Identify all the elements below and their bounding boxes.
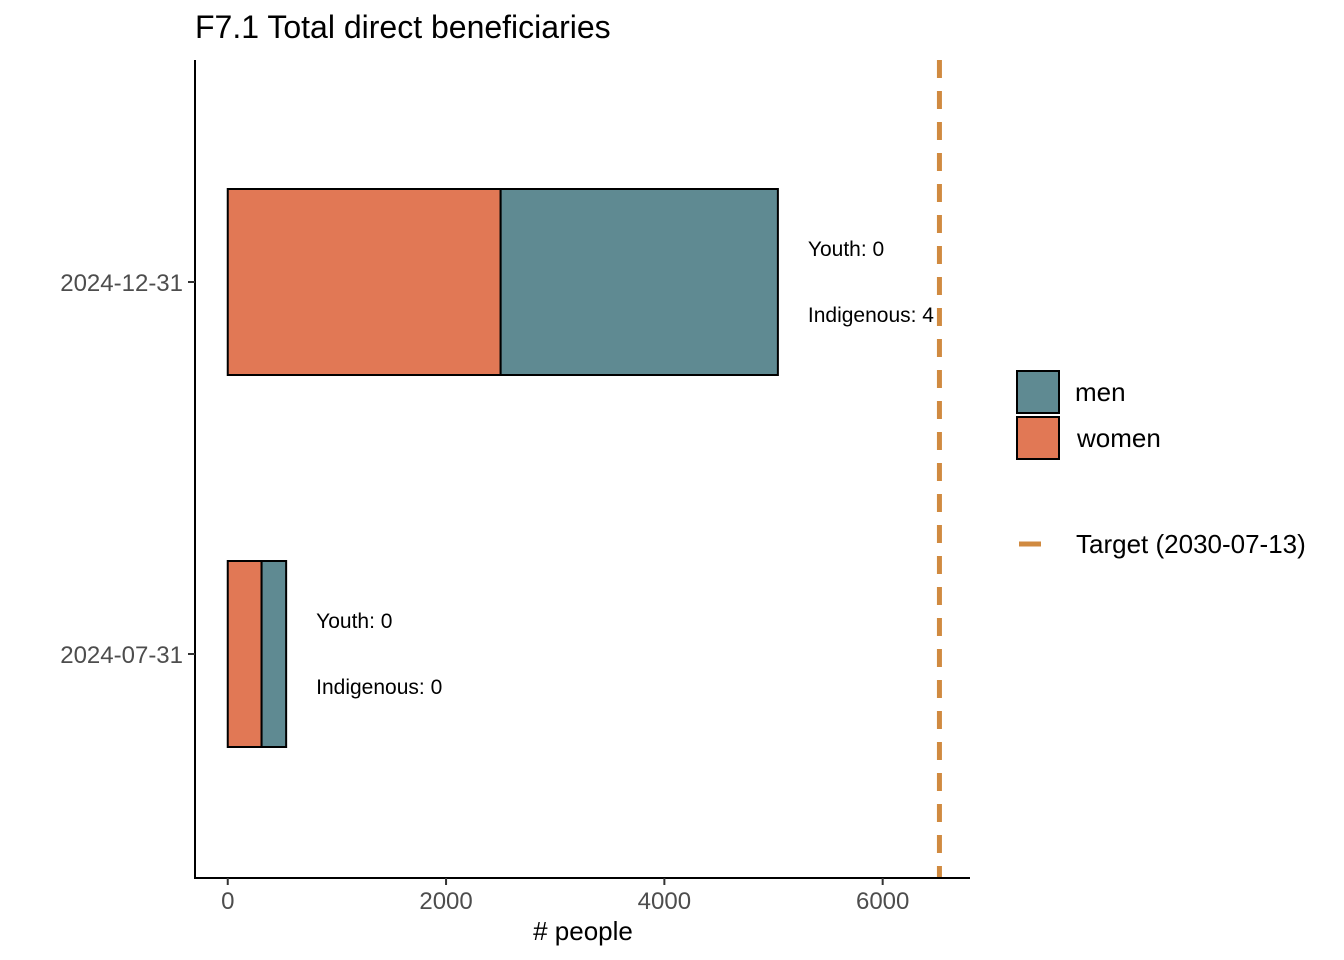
legend: men women Target (2030-07-13): [1016, 370, 1306, 559]
bar-women-2024-12-31: [226, 188, 502, 376]
y-tick-label-2024-12-31: 2024-12-31: [60, 270, 183, 297]
annotation-2024-07-31-1: Indigenous: 0: [316, 676, 442, 699]
y-tick-label-2024-07-31: 2024-07-31: [60, 642, 183, 669]
x-axis-title: # people: [533, 916, 633, 946]
legend-label-men: men: [1075, 377, 1126, 407]
plot-area: Youth: 0 Indigenous: 4 Youth: 0 Indigenous:…: [226, 60, 942, 878]
legend-label-target: Target (2030-07-13): [1076, 529, 1306, 559]
bar-men-2024-12-31: [499, 188, 779, 376]
legend-swatch-men: [1016, 370, 1060, 414]
bar-men-2024-07-31: [260, 560, 288, 748]
x-tick-label-6000: 6000: [856, 888, 909, 915]
chart-title: F7.1 Total direct beneficiaries: [195, 9, 611, 45]
x-axis-ticks: 0 2000 4000 6000: [221, 878, 909, 915]
annotation-2024-12-31-0: Youth: 0: [808, 238, 884, 261]
legend-swatch-women: [1016, 416, 1060, 460]
legend-label-women: women: [1076, 423, 1161, 453]
annotation-2024-12-31-1: Indigenous: 4: [808, 304, 934, 327]
x-tick-label-2000: 2000: [419, 888, 472, 915]
annotation-2024-07-31-0: Youth: 0: [316, 610, 392, 633]
x-tick-label-0: 0: [221, 888, 234, 915]
y-axis-ticks: 2024-12-31 2024-07-31: [60, 270, 195, 669]
bar-women-2024-07-31: [226, 560, 263, 748]
x-tick-label-4000: 4000: [638, 888, 691, 915]
